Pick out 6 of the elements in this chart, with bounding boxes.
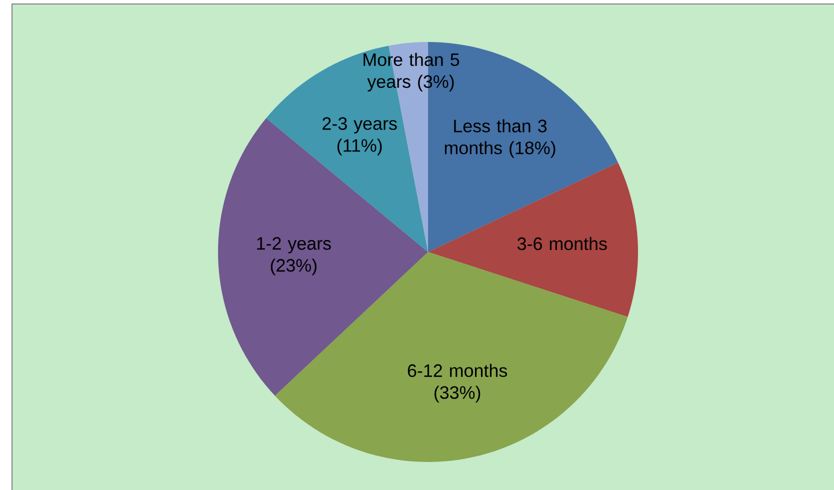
slice-label: Less than 3 months (18%) xyxy=(444,119,556,158)
slice-label: 3-6 months xyxy=(517,236,607,250)
slice-label: More than 5 years (3%) xyxy=(364,52,460,92)
slice-label: 1-2 years (23%) xyxy=(257,237,331,276)
slice-label: 6-12 months (33%) xyxy=(408,364,508,402)
slice-label: 2-3 years (11%) xyxy=(322,117,397,156)
